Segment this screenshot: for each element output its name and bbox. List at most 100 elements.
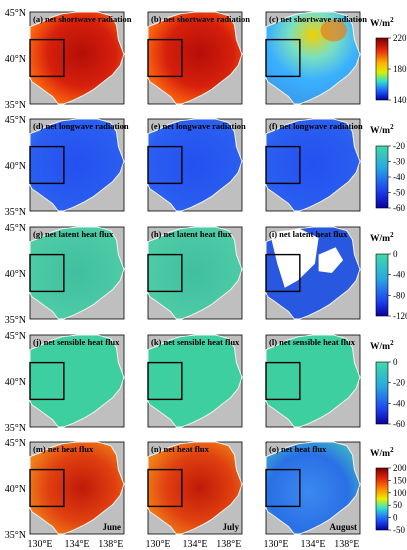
longitude-label: 134°E <box>64 539 89 550</box>
latitude-label: 40°N <box>5 377 26 388</box>
colorbar: W/m2 0 -40 -80 -120 <box>370 231 407 321</box>
colorbar-scale <box>375 361 389 425</box>
study-area-box <box>147 253 183 293</box>
unit-superscript: 2 <box>390 231 394 239</box>
colorbar-tick-label: 0 <box>393 513 398 523</box>
sea-area <box>147 11 243 105</box>
longitude-label: 138°E <box>334 539 359 550</box>
study-area-box <box>29 468 65 508</box>
panel-label: (i) net latent heat flux <box>269 229 348 239</box>
panel-label: (m) net heat flux <box>33 444 94 454</box>
map-panel: (j) net sensible heat flux <box>29 334 125 428</box>
panel-label: (c) net shortwave radiation <box>269 14 367 24</box>
unit-superscript: 2 <box>390 339 394 347</box>
latitude-label: 45°N <box>5 8 26 19</box>
colorbar: W/m2 220 180 140 <box>370 16 407 105</box>
colorbars: W/m2220180140W/m2-20-30-40-50-60W/m20-40… <box>370 16 407 535</box>
colorbar-tick-label: 140 <box>393 95 407 105</box>
study-area-box <box>265 145 301 185</box>
longitude-label: 130°E <box>263 539 288 550</box>
map-panel: (m) net heat flux June <box>29 441 125 535</box>
colorbar-unit: W/m2 <box>370 446 394 459</box>
panel-label: (b) net shortwave radiation <box>151 14 250 24</box>
latitude-label: 40°N <box>5 269 26 280</box>
map-panel: (g) net latent heat flux <box>29 226 125 320</box>
map-panel: (e) net longwave radiation <box>147 118 246 212</box>
sea-area <box>265 334 361 428</box>
colorbar-tick-label: -60 <box>393 419 405 429</box>
colorbar-tick-label: 200 <box>393 463 407 473</box>
colorbar: W/m2 0 -20 -40 -60 <box>370 339 405 429</box>
map-panel: (c) net shortwave radiation <box>265 11 367 105</box>
latitude-label: 35°N <box>5 315 26 326</box>
map-panel: (d) net longwave radiation <box>29 118 129 212</box>
map-panel: (k) net sensible heat flux <box>147 334 243 428</box>
sea-area <box>29 118 125 212</box>
colorbar-tick-label: -20 <box>393 378 405 388</box>
map-panel: (i) net latent heat flux <box>265 226 361 320</box>
colorbar-unit: W/m2 <box>370 123 394 136</box>
panel-label: (h) net latent heat flux <box>151 229 232 239</box>
panel-label: (l) net sensible heat flux <box>269 337 356 347</box>
longitude-label: 138°E <box>98 539 123 550</box>
colorbar-tick-label: 0 <box>393 357 398 367</box>
panel-label: (o) net heat flux <box>269 444 327 454</box>
longitude-label: 134°E <box>300 539 325 550</box>
colorbar-scale <box>375 37 389 101</box>
colorbar-unit: W/m2 <box>370 16 394 29</box>
map-panel: (n) net heat flux July <box>147 441 243 535</box>
map-panel: (o) net heat flux August <box>265 441 361 535</box>
panel-label: (e) net longwave radiation <box>151 121 246 131</box>
colorbar-scale <box>375 467 389 531</box>
sea-area <box>147 334 243 428</box>
sea-area <box>147 226 243 320</box>
colorbar-tick-label: 220 <box>393 33 407 43</box>
colorbar: W/m2 -20 -30 -40 -50 -60 <box>370 123 405 213</box>
colorbar-tick-label: 100 <box>393 488 407 498</box>
sea-area <box>147 118 243 212</box>
longitude-label: 130°E <box>27 539 52 550</box>
sea-area <box>29 226 125 320</box>
masked-area <box>318 247 344 273</box>
panel-label: (d) net longwave radiation <box>33 121 129 131</box>
latitude-label: 45°N <box>5 115 26 126</box>
map-panel: (a) net shortwave radiation <box>29 11 132 105</box>
panel-label: (f) net longwave radiation <box>269 121 363 131</box>
sea-area <box>29 441 125 535</box>
panel-label: (j) net sensible heat flux <box>33 337 120 347</box>
colorbar-tick-label: -50 <box>393 188 405 198</box>
colorbar-tick-label: -40 <box>393 270 405 280</box>
latitude-label: 35°N <box>5 423 26 434</box>
unit-superscript: 2 <box>390 16 394 24</box>
colorbar-tick-label: -30 <box>393 157 405 167</box>
study-area-box <box>147 145 183 185</box>
colorbar-tick-label: -40 <box>393 172 405 182</box>
colorbar-unit: W/m2 <box>370 339 394 352</box>
latitude-label: 40°N <box>5 54 26 65</box>
colorbar-tick-label: -60 <box>393 203 405 213</box>
colorbar-tick-label: -40 <box>393 398 405 408</box>
colorbar-tick-label: 180 <box>393 64 407 74</box>
unit-superscript: 2 <box>390 123 394 131</box>
colorbar: W/m2 200 150 100 50 0 -50 <box>370 446 407 535</box>
map-panel: (l) net sensible heat flux <box>265 334 361 428</box>
colorbar-tick-label: -120 <box>393 311 407 321</box>
sea-area <box>265 441 361 535</box>
longitude-label: 138°E <box>216 539 241 550</box>
panel-label: (k) net sensible heat flux <box>151 337 240 347</box>
latitude-label: 45°N <box>5 438 26 449</box>
month-label: August <box>329 522 357 532</box>
colorbar-tick-label: -80 <box>393 290 405 300</box>
study-area-box <box>147 38 183 78</box>
latitude-label: 35°N <box>5 207 26 218</box>
study-area-box <box>265 361 301 401</box>
colorbar-tick-label: 50 <box>393 500 403 510</box>
sea-area <box>29 11 125 105</box>
map-panel: (h) net latent heat flux <box>147 226 243 320</box>
longitude-label: 134°E <box>182 539 207 550</box>
study-area-box <box>147 361 183 401</box>
panel-label: (a) net shortwave radiation <box>33 14 132 24</box>
study-area-box <box>147 468 183 508</box>
masked-area <box>269 228 319 288</box>
